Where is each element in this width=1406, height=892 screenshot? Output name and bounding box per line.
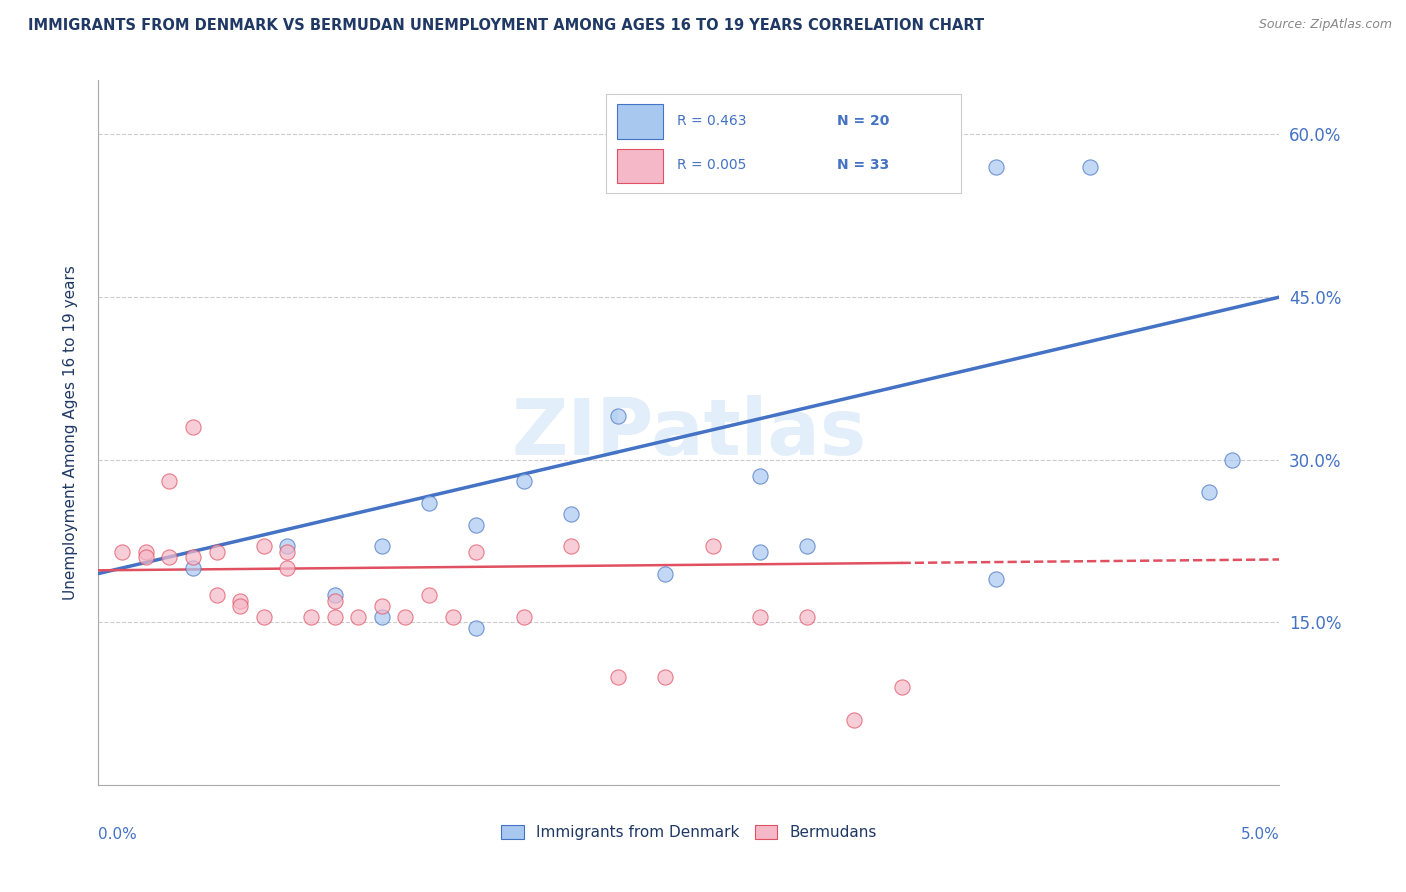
- Point: [748, 545, 770, 559]
- Point: [418, 496, 440, 510]
- Point: [371, 610, 394, 624]
- Point: [441, 610, 464, 624]
- Text: ZIPatlas: ZIPatlas: [512, 394, 866, 471]
- Point: [465, 621, 488, 635]
- Point: [371, 540, 394, 554]
- Point: [181, 550, 204, 565]
- Point: [371, 599, 394, 613]
- Point: [607, 669, 630, 683]
- Point: [276, 540, 298, 554]
- Point: [394, 610, 416, 624]
- Point: [157, 550, 180, 565]
- Point: [607, 409, 630, 424]
- Point: [796, 610, 818, 624]
- Point: [205, 588, 228, 602]
- Point: [347, 610, 370, 624]
- Point: [748, 469, 770, 483]
- Point: [111, 545, 134, 559]
- Legend: Immigrants from Denmark, Bermudans: Immigrants from Denmark, Bermudans: [494, 817, 884, 847]
- Point: [796, 540, 818, 554]
- Point: [135, 550, 157, 565]
- Text: IMMIGRANTS FROM DENMARK VS BERMUDAN UNEMPLOYMENT AMONG AGES 16 TO 19 YEARS CORRE: IMMIGRANTS FROM DENMARK VS BERMUDAN UNEM…: [28, 18, 984, 33]
- Point: [276, 545, 298, 559]
- Point: [702, 540, 724, 554]
- Point: [299, 610, 322, 624]
- Point: [181, 561, 204, 575]
- Text: Source: ZipAtlas.com: Source: ZipAtlas.com: [1258, 18, 1392, 31]
- Point: [465, 517, 488, 532]
- Text: 5.0%: 5.0%: [1240, 827, 1279, 842]
- Text: 0.0%: 0.0%: [98, 827, 138, 842]
- Point: [890, 681, 912, 695]
- Point: [323, 588, 346, 602]
- Point: [560, 507, 582, 521]
- Point: [323, 610, 346, 624]
- Point: [135, 545, 157, 559]
- Point: [1198, 485, 1220, 500]
- Point: [560, 540, 582, 554]
- Point: [654, 566, 676, 581]
- Point: [253, 610, 276, 624]
- Point: [418, 588, 440, 602]
- Point: [157, 475, 180, 489]
- Y-axis label: Unemployment Among Ages 16 to 19 years: Unemployment Among Ages 16 to 19 years: [63, 265, 77, 600]
- Point: [748, 610, 770, 624]
- Point: [512, 475, 534, 489]
- Point: [253, 540, 276, 554]
- Point: [323, 593, 346, 607]
- Point: [465, 545, 488, 559]
- Point: [512, 610, 534, 624]
- Point: [984, 572, 1007, 586]
- Point: [229, 593, 252, 607]
- Point: [205, 545, 228, 559]
- Point: [844, 713, 866, 727]
- Point: [229, 599, 252, 613]
- Point: [181, 420, 204, 434]
- Point: [984, 160, 1007, 174]
- Point: [276, 561, 298, 575]
- Point: [1080, 160, 1102, 174]
- Point: [1220, 452, 1243, 467]
- Point: [654, 669, 676, 683]
